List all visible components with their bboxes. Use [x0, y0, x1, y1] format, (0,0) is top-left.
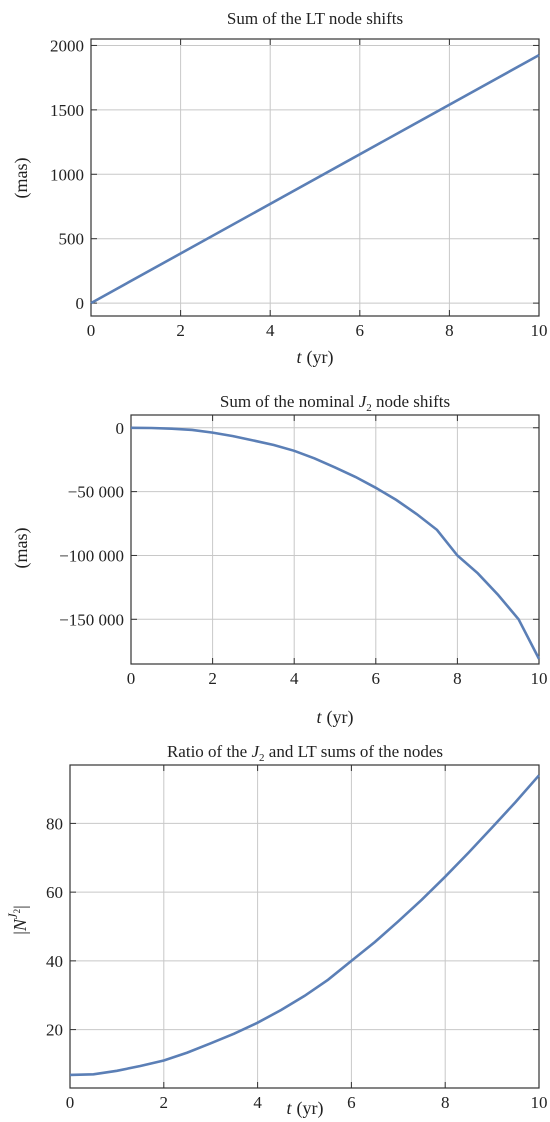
y-tick-label: 0 — [76, 294, 85, 313]
grid-lines — [90, 39, 540, 316]
x-axis-var: t — [297, 347, 303, 367]
x-tick-label: 2 — [208, 669, 217, 688]
y-tick-label: 2000 — [50, 36, 84, 55]
chart-ratio-j2-lt: Ratio of the J2 and LT sums of the nodes… — [5, 742, 548, 1119]
x-tick-label: 6 — [356, 321, 365, 340]
plot-frame — [69, 764, 540, 1089]
y-tick-label: 0 — [116, 419, 125, 438]
x-tick-label: 10 — [531, 669, 548, 688]
title-variable: J — [251, 742, 260, 761]
y-tick-label: 1000 — [50, 165, 84, 184]
y-tick-label: −50 000 — [68, 483, 124, 502]
x-axis-var: t — [317, 707, 323, 727]
y-axis-label-text: |NJ2| — [5, 905, 30, 935]
abs-bar-left: | — [10, 931, 30, 935]
y-axis-superscript: J — [5, 912, 20, 919]
y-axis-variable: N — [10, 918, 30, 932]
x-tick-label: 2 — [176, 321, 185, 340]
x-tick-label: 4 — [266, 321, 275, 340]
y-axis-label: (mas) — [11, 528, 32, 569]
y-axis-superscript-sub: 2 — [12, 909, 22, 914]
x-tick-label: 8 — [453, 669, 462, 688]
x-tick-label: 10 — [531, 321, 548, 340]
grid-lines — [130, 415, 540, 664]
y-tick-label: 1500 — [50, 101, 84, 120]
title-subscript: 2 — [259, 752, 265, 764]
x-tick-label: 0 — [87, 321, 96, 340]
x-tick-label: 10 — [531, 1093, 548, 1112]
series-line — [69, 774, 540, 1077]
y-tick-label: −150 000 — [59, 610, 124, 629]
x-axis-unit: (yr) — [307, 347, 334, 368]
y-axis-label: |NJ2| — [5, 905, 30, 935]
ticks: 0 2 4 6 8 10 0 500 1000 1500 2000 — [50, 36, 548, 340]
y-tick-label: 500 — [59, 230, 85, 249]
ticks: 0 2 4 6 8 10 20 40 60 80 — [46, 765, 548, 1112]
x-tick-label: 6 — [347, 1093, 356, 1112]
y-tick-label: 60 — [46, 883, 63, 902]
ticks: 0 2 4 6 8 10 0 −50 000 −100 000 −150 000 — [59, 415, 548, 688]
x-axis-unit: (yr) — [297, 1098, 324, 1119]
y-tick-label: −100 000 — [59, 546, 124, 565]
chart-title: Sum of the LT node shifts — [227, 9, 403, 28]
x-tick-label: 0 — [66, 1093, 75, 1112]
x-tick-label: 4 — [290, 669, 299, 688]
plot-frame — [90, 38, 540, 317]
grid-lines — [69, 765, 540, 1088]
chart-lt-node-shifts: Sum of the LT node shifts 0 2 4 6 8 10 0 500 100… — [11, 9, 548, 368]
x-tick-label: 0 — [127, 669, 136, 688]
series-path — [130, 426, 541, 660]
x-tick-label: 8 — [441, 1093, 450, 1112]
chart-title: Sum of the nominal J2 node shifts — [220, 392, 450, 414]
series-line — [90, 53, 540, 305]
abs-bar-right: | — [10, 905, 30, 909]
title-variable: J — [359, 392, 368, 411]
x-tick-label: 8 — [445, 321, 454, 340]
series-line — [130, 426, 541, 660]
y-tick-label: 80 — [46, 814, 63, 833]
title-text-pre: Sum of the nominal — [220, 392, 359, 411]
series-path — [69, 774, 540, 1077]
x-tick-label: 4 — [253, 1093, 262, 1112]
x-axis-label: t (yr) — [317, 707, 354, 728]
title-subscript: 2 — [366, 402, 372, 414]
x-tick-label: 2 — [160, 1093, 169, 1112]
x-tick-label: 6 — [372, 669, 381, 688]
series-path — [90, 53, 540, 305]
x-axis-unit: (yr) — [327, 707, 354, 728]
title-text-post: and LT sums of the nodes — [265, 742, 444, 761]
plot-frame — [130, 414, 540, 665]
title-text-pre: Ratio of the — [167, 742, 252, 761]
x-axis-label: t (yr) — [297, 347, 334, 368]
x-axis-var: t — [287, 1098, 293, 1118]
y-tick-label: 20 — [46, 1021, 63, 1040]
y-tick-label: 40 — [46, 952, 63, 971]
x-axis-label: t (yr) — [287, 1098, 324, 1119]
chart-title: Ratio of the J2 and LT sums of the nodes — [167, 742, 443, 764]
y-axis-label: (mas) — [11, 158, 32, 199]
title-text-post: node shifts — [372, 392, 450, 411]
